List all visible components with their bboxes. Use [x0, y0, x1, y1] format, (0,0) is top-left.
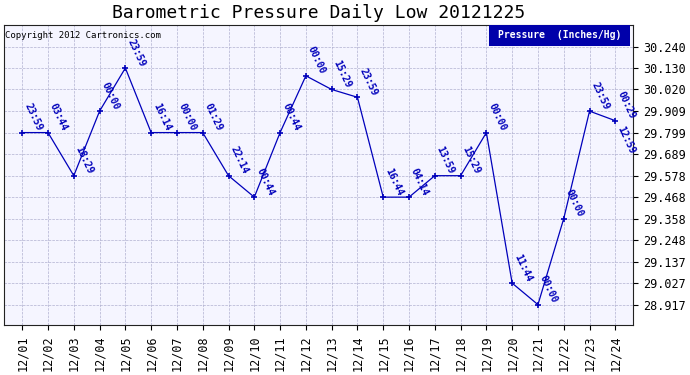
Text: 00:00: 00:00	[538, 274, 560, 304]
Text: 00:00: 00:00	[486, 102, 508, 133]
Text: 22:14: 22:14	[228, 145, 250, 176]
Text: 16:44: 16:44	[383, 166, 405, 197]
Text: 16:14: 16:14	[151, 102, 172, 133]
Text: 18:29: 18:29	[74, 145, 95, 176]
Text: 00:00: 00:00	[99, 80, 121, 111]
Text: 15:29: 15:29	[461, 145, 482, 176]
Text: 00:00: 00:00	[564, 188, 585, 219]
Text: 00:29: 00:29	[615, 90, 637, 121]
Text: 23:59: 23:59	[22, 102, 43, 133]
Text: 23:59: 23:59	[126, 37, 147, 68]
Title: Barometric Pressure Daily Low 20121225: Barometric Pressure Daily Low 20121225	[112, 4, 525, 22]
Text: 15:29: 15:29	[332, 58, 353, 90]
Text: 12:59: 12:59	[615, 124, 637, 155]
Text: 13:59: 13:59	[435, 145, 456, 176]
Text: 00:44: 00:44	[280, 102, 302, 133]
Text: 00:00: 00:00	[306, 45, 327, 76]
Text: 00:44: 00:44	[255, 166, 276, 197]
Text: 23:59: 23:59	[357, 66, 379, 97]
Text: Copyright 2012 Cartronics.com: Copyright 2012 Cartronics.com	[6, 31, 161, 40]
Text: 03:44: 03:44	[48, 102, 70, 133]
Text: 00:00: 00:00	[177, 102, 199, 133]
Text: 01:29: 01:29	[203, 102, 224, 133]
Text: 04:14: 04:14	[409, 166, 431, 197]
Text: 23:59: 23:59	[589, 80, 611, 111]
Text: 11:44: 11:44	[512, 252, 533, 283]
